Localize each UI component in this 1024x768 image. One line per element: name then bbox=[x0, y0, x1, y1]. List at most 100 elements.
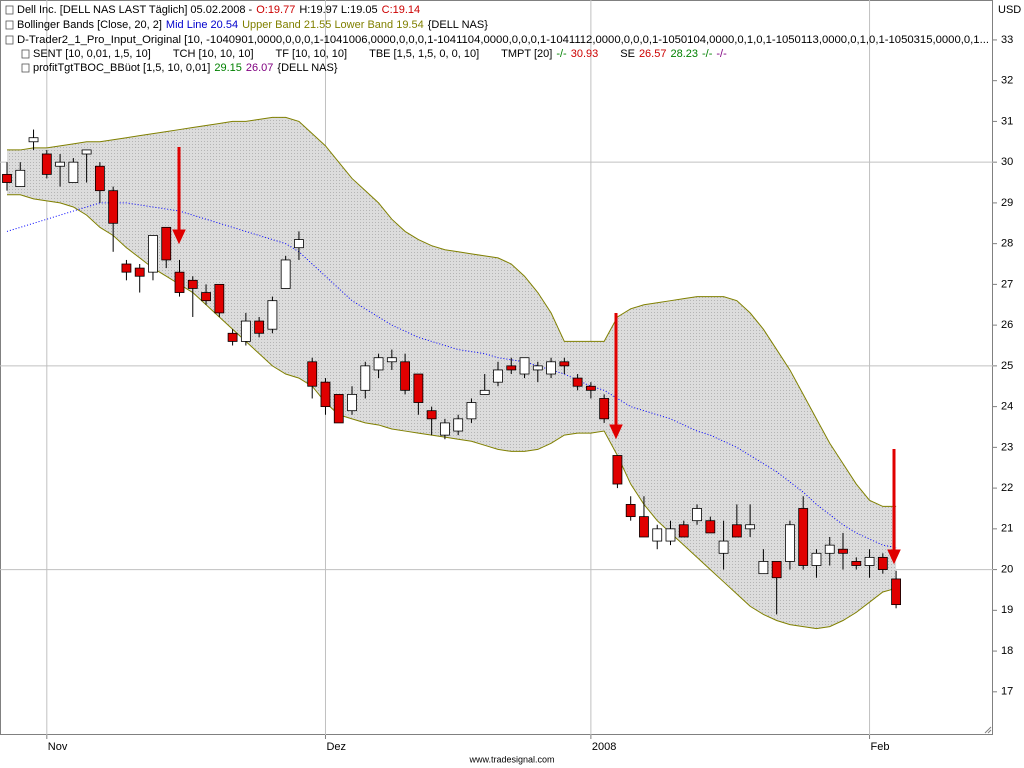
header-text: SE bbox=[620, 48, 635, 60]
y-tick-label: 33 bbox=[1001, 34, 1013, 46]
header-text: C:19.14 bbox=[382, 4, 421, 16]
header-text: TCH [10, 10, 10] bbox=[173, 48, 254, 60]
x-tick-label: Nov bbox=[48, 741, 68, 753]
candle-body bbox=[360, 365, 371, 391]
y-tick-label: 27 bbox=[1001, 278, 1013, 290]
candle-body bbox=[519, 357, 530, 375]
candle-body bbox=[41, 153, 52, 175]
mid-line bbox=[6, 202, 897, 549]
header-text: H:19.97 L:19.05 bbox=[299, 4, 377, 16]
candle-body bbox=[625, 503, 636, 518]
candle-body bbox=[307, 361, 318, 387]
header-line: Bollinger Bands [Close, 20, 2] Mid Line 2… bbox=[17, 19, 488, 31]
candle-body bbox=[466, 402, 477, 420]
y-tick-label: 24 bbox=[1001, 401, 1013, 413]
candle-body bbox=[148, 235, 158, 273]
arrow-head bbox=[887, 549, 901, 565]
candle-body bbox=[28, 137, 39, 143]
candle-body bbox=[891, 578, 901, 606]
header-text: Bollinger Bands [Close, 20, 2] bbox=[17, 19, 162, 31]
header: Dell Inc. [DELL NAS LAST Täglich] 05.02.… bbox=[5, 4, 989, 74]
candle-body bbox=[506, 365, 517, 371]
candle-body bbox=[479, 389, 490, 395]
y-tick-label: 23 bbox=[1001, 441, 1013, 453]
candle-body bbox=[731, 524, 742, 538]
header-text: TF [10, 10, 10] bbox=[276, 48, 348, 60]
candle-body bbox=[240, 320, 251, 342]
header-line: profitTgtTBOC_BBüot [1,5, 10, 0,01] 29.15… bbox=[33, 62, 338, 74]
header-line: SENT [10, 0,01, 1,5, 10] TCH [10, 10, 10]… bbox=[33, 48, 727, 60]
candle-body bbox=[851, 561, 862, 566]
x-tick-label: Dez bbox=[326, 741, 346, 753]
candle-body bbox=[745, 524, 756, 530]
candle-body bbox=[161, 226, 172, 261]
header-line: D-Trader2_1_Pro_Input_Original [10, -104… bbox=[17, 34, 989, 46]
header-text: O:19.77 bbox=[256, 4, 295, 16]
candle-body bbox=[665, 528, 676, 542]
header-text: {DELL NAS} bbox=[428, 19, 488, 31]
candle-body bbox=[227, 332, 238, 342]
indicator-icon bbox=[21, 63, 30, 73]
candle-body bbox=[15, 169, 26, 188]
candle-body bbox=[546, 361, 556, 375]
header-line: Dell Inc. [DELL NAS LAST Täglich] 05.02.… bbox=[17, 4, 420, 16]
candle-body bbox=[824, 544, 835, 554]
candle-body bbox=[254, 320, 265, 334]
candle-body bbox=[798, 508, 809, 566]
header-text: profitTgtTBOC_BBüot [1,5, 10, 0,01] bbox=[33, 62, 210, 74]
signal-arrows bbox=[172, 147, 901, 565]
candle-body bbox=[94, 165, 105, 192]
candle-body bbox=[652, 528, 663, 542]
header-text: 28.23 bbox=[670, 48, 698, 60]
candle-body bbox=[692, 508, 702, 522]
candle-body bbox=[532, 365, 543, 371]
y-tick-label: 26 bbox=[1001, 319, 1013, 331]
header-text: TMPT [20] bbox=[501, 48, 552, 60]
y-tick-label: 22 bbox=[1001, 482, 1013, 494]
candle-body bbox=[2, 173, 12, 183]
header-text: D-Trader2_1_Pro_Input_Original [10, -104… bbox=[17, 34, 989, 46]
candle-body bbox=[134, 267, 145, 277]
header-text: -/- bbox=[716, 48, 727, 60]
candle-body bbox=[333, 393, 344, 424]
header-text: TBE [1,5, 1,5, 0, 0, 10] bbox=[369, 48, 479, 60]
candle-body bbox=[108, 190, 119, 224]
header-text: 30.93 bbox=[571, 48, 599, 60]
candle-body bbox=[639, 516, 649, 538]
header-text: Upper Band 21.55 Lower Band 19.54 bbox=[242, 19, 424, 31]
candle-body bbox=[347, 393, 357, 412]
candle-body bbox=[493, 369, 503, 383]
candle-body bbox=[785, 524, 795, 562]
candle-body bbox=[214, 283, 225, 314]
candle-body bbox=[426, 410, 437, 420]
candle-body bbox=[81, 149, 92, 155]
candle-body bbox=[678, 524, 689, 538]
candle-body bbox=[705, 520, 716, 534]
y-tick-label: 17 bbox=[1001, 686, 1013, 698]
candle-body bbox=[811, 552, 822, 566]
candle-body bbox=[599, 398, 610, 420]
y-tick-label: 18 bbox=[1001, 645, 1013, 657]
header-text: 26.07 bbox=[246, 62, 274, 74]
indicator-icon bbox=[5, 5, 14, 15]
candle-body bbox=[400, 361, 411, 391]
band-fill bbox=[7, 117, 897, 629]
arrow-head bbox=[172, 229, 186, 245]
candle-body bbox=[267, 300, 278, 330]
resize-grip bbox=[984, 726, 992, 734]
y-tick-label: 28 bbox=[1001, 238, 1013, 250]
candle-body bbox=[201, 292, 211, 302]
candle-body bbox=[864, 556, 875, 566]
y-tick-label: 25 bbox=[1001, 360, 1013, 372]
candle-body bbox=[373, 357, 384, 371]
x-tick-label: 2008 bbox=[592, 741, 616, 753]
candle-body bbox=[877, 556, 888, 570]
header-text: Mid Line 20.54 bbox=[166, 19, 238, 31]
candle-body bbox=[559, 361, 570, 367]
candle-body bbox=[612, 455, 623, 485]
candle-body bbox=[585, 385, 596, 391]
y-axis-label: USD bbox=[998, 4, 1021, 16]
candle-body bbox=[55, 161, 65, 167]
header-text: SENT [10, 0,01, 1,5, 10] bbox=[33, 48, 151, 60]
